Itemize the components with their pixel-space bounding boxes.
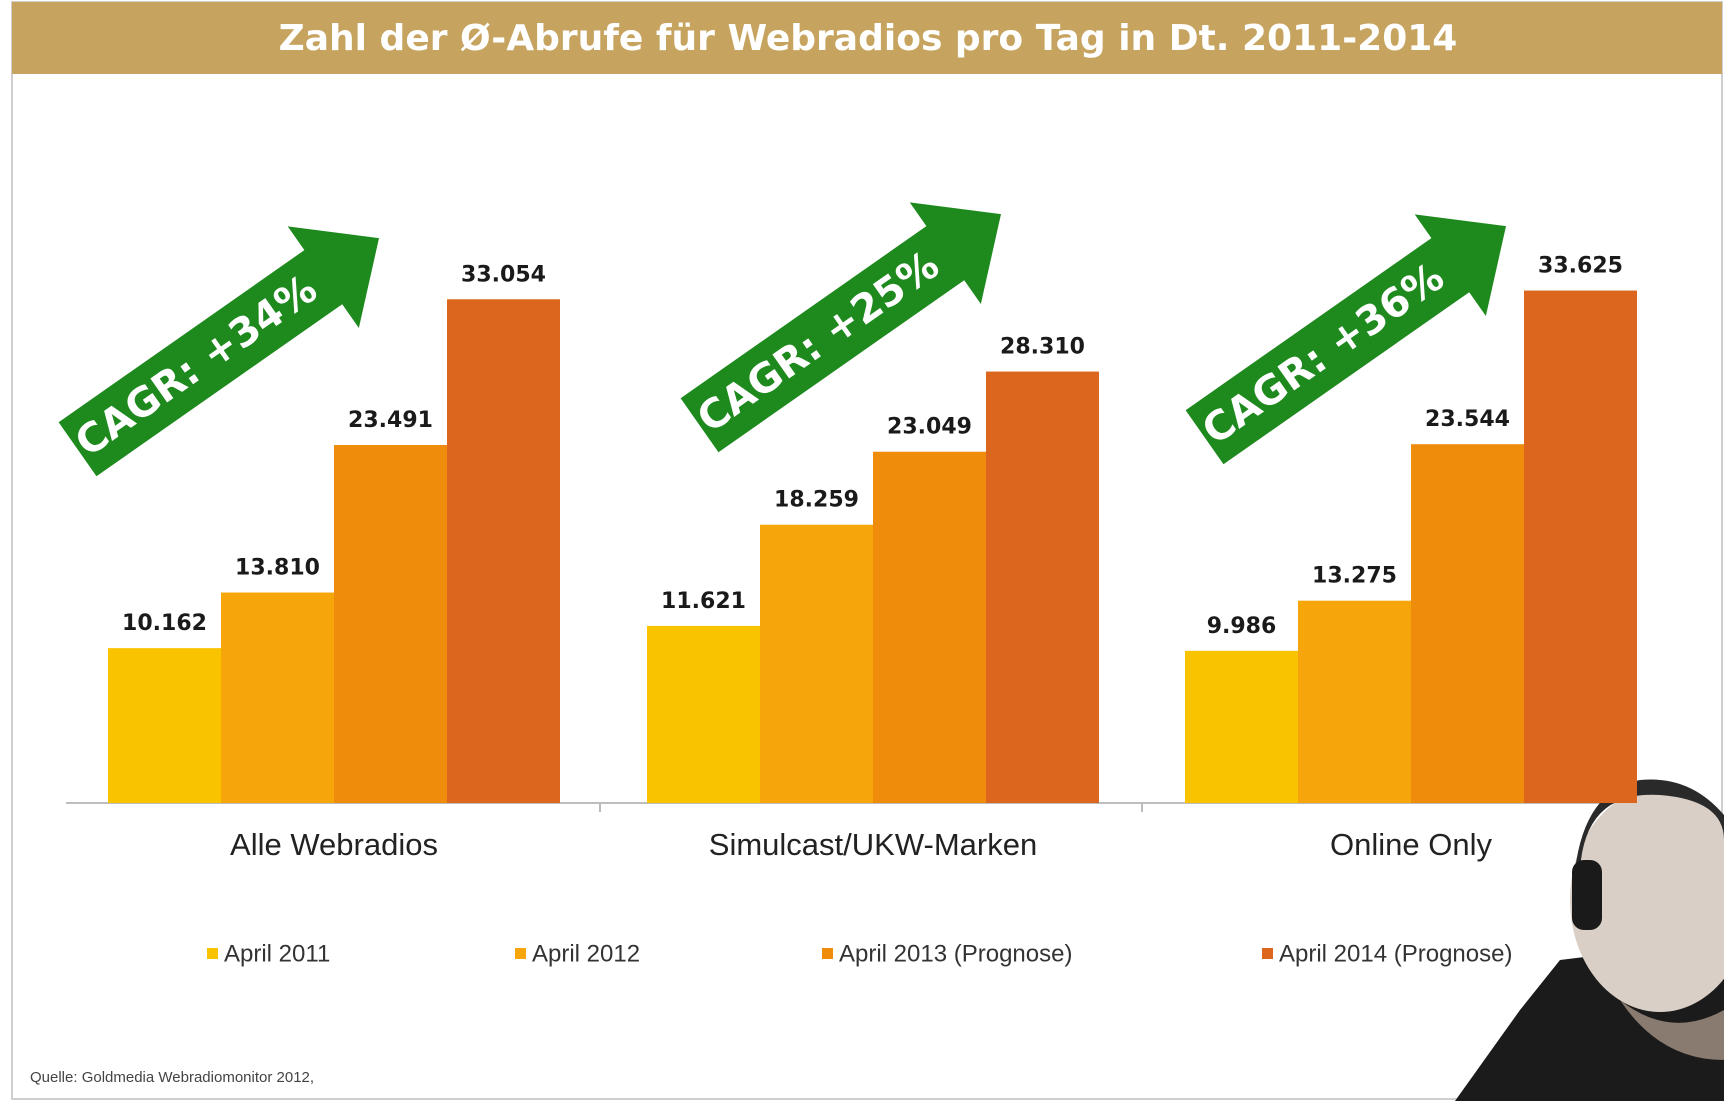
data-label: 10.162 (122, 611, 207, 636)
bar (334, 444, 447, 803)
data-label: 11.621 (661, 589, 746, 614)
x-tick-label: Simulcast/UKW-Marken (709, 827, 1037, 862)
arrow-shape (680, 202, 1002, 453)
bar (647, 625, 760, 803)
data-label: 23.491 (348, 408, 433, 433)
data-label: 28.310 (1000, 335, 1085, 360)
bar (986, 371, 1099, 803)
bar (1524, 290, 1637, 803)
legend-swatch (822, 948, 833, 959)
legend-label: April 2014 (Prognose) (1279, 940, 1512, 967)
bar (1298, 600, 1411, 803)
legend-swatch (207, 948, 218, 959)
photo (1455, 779, 1724, 1101)
data-label: 18.259 (774, 488, 859, 513)
x-tick-label: Online Only (1330, 827, 1492, 862)
data-label: 13.810 (235, 556, 320, 581)
data-label: 33.054 (461, 262, 546, 287)
x-tick-label: Alle Webradios (230, 827, 438, 862)
data-label: 13.275 (1312, 564, 1397, 589)
data-label: 23.544 (1425, 407, 1510, 432)
bar (1185, 650, 1298, 803)
arrow-shape (1185, 214, 1507, 465)
bar (221, 592, 334, 803)
title-bar (12, 2, 1722, 74)
arrow-shape (58, 226, 380, 477)
data-label: 33.625 (1538, 254, 1623, 279)
data-label: 23.049 (887, 415, 972, 440)
legend-label: April 2011 (224, 940, 330, 967)
bar (1411, 444, 1524, 803)
bar (760, 524, 873, 803)
bar (873, 451, 986, 803)
legend-swatch (515, 948, 526, 959)
source: Quelle: Goldmedia Webradiomonitor 2012, (30, 1069, 314, 1086)
bar (108, 648, 221, 803)
bar (447, 299, 560, 803)
legend-swatch (1262, 948, 1273, 959)
legend-label: April 2012 (532, 940, 640, 967)
legend-label: April 2013 (Prognose) (839, 940, 1072, 967)
chart-title: Zahl der Ø-Abrufe für Webradios pro Tag … (279, 18, 1458, 59)
data-label: 9.986 (1207, 614, 1277, 639)
